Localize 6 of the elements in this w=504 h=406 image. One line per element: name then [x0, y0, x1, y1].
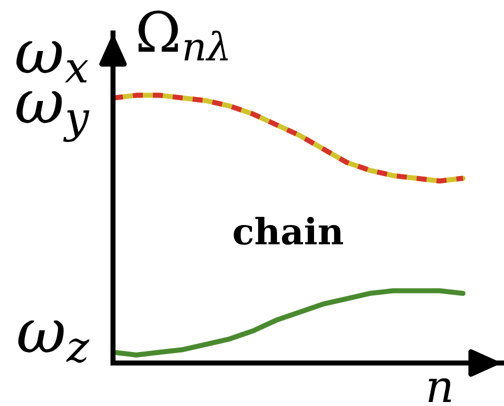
- annotation: chain: [234, 216, 344, 245]
- series-label: ω$_{x}$: [16, 41, 88, 82]
- x-axis-title: n: [428, 378, 451, 402]
- series-label: ω$_{z}$: [18, 320, 90, 363]
- series-label: ω$_{y}$: [16, 91, 90, 142]
- y-axis-title: Ω$_{nλ}$: [138, 10, 228, 60]
